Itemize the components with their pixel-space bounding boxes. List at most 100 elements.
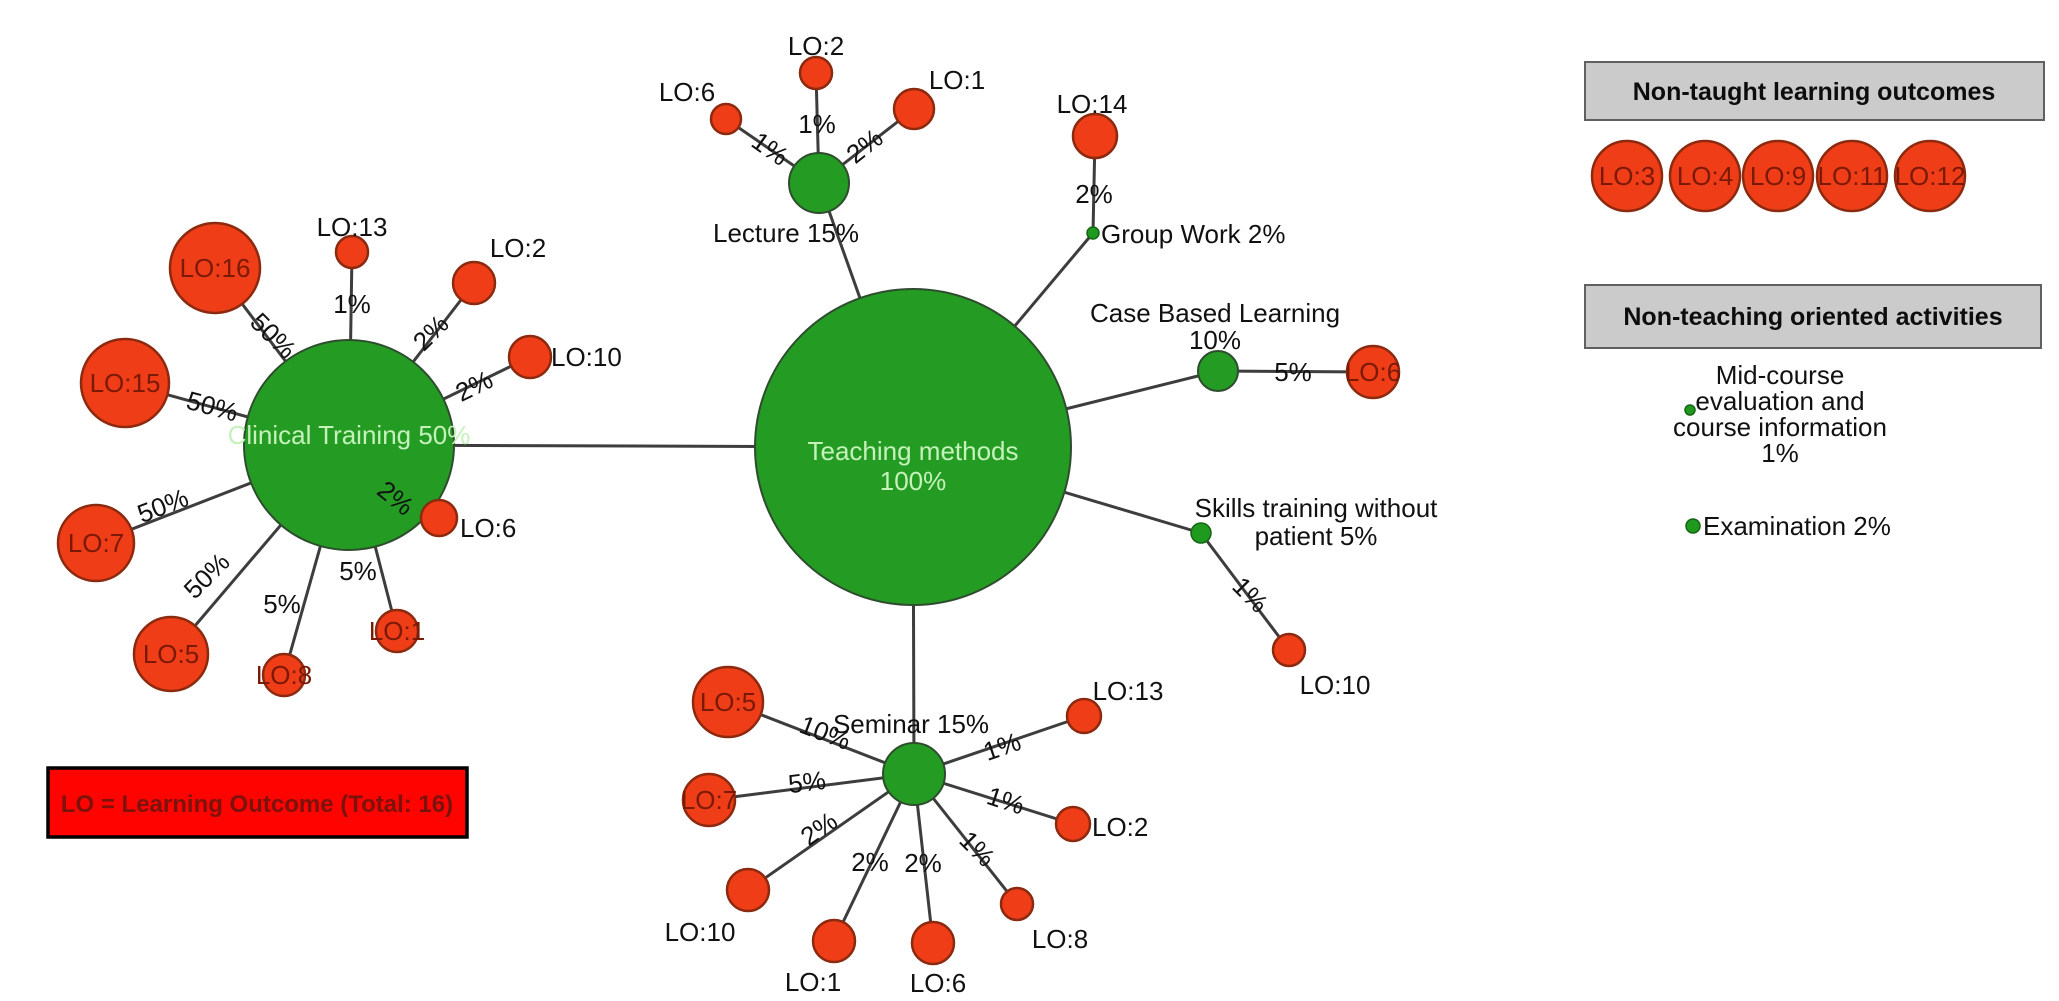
node-midcourse-label: Mid-course — [1716, 360, 1845, 390]
node-se1 — [811, 918, 857, 964]
edge-clinical-c1-label: 5% — [339, 556, 377, 586]
non-teaching-header-box — [1584, 284, 2042, 349]
non-taught-panel: Non-taught learning outcomes — [1584, 61, 2045, 121]
edge-skills-s10 — [1199, 532, 1291, 651]
node-se2 — [1054, 805, 1092, 843]
node-c1-label: LO:1 — [369, 616, 425, 646]
node-se7 — [681, 772, 737, 828]
labels-layer: 50%1%2%2%50%2%50%50% 5%5%1%1% 2%2%5%1%10%5… — [68, 31, 1966, 998]
node-l2-label: LO:2 — [788, 31, 844, 61]
node-c15-label: LO:15 — [90, 368, 161, 398]
node-skills-label: Skills training without — [1195, 493, 1439, 523]
edge-lecture-l6-label: 1% — [746, 126, 794, 172]
node-lo11 — [1815, 139, 1889, 213]
node-l6 — [709, 102, 743, 136]
edge-clinical-c13-label: 1% — [333, 289, 371, 319]
edge-lecture-l2-label: 1% — [798, 109, 836, 139]
node-se13-label: LO:13 — [1093, 676, 1164, 706]
legend-label: LO = Learning Outcome (Total: 16) — [61, 791, 453, 818]
node-lo4-label: LO:4 — [1677, 161, 1733, 191]
node-midcourse-label: 1% — [1761, 438, 1799, 468]
node-teaching-label: 100% — [880, 466, 947, 496]
node-c16 — [168, 221, 262, 315]
node-c8 — [261, 652, 307, 698]
node-c7 — [56, 503, 136, 583]
edge-clinical-c8-label: 5% — [263, 589, 301, 619]
node-l1 — [892, 87, 936, 131]
node-c10-label: LO:10 — [551, 342, 622, 372]
node-c10 — [507, 334, 553, 380]
node-se10-label: LO:10 — [665, 917, 736, 947]
node-midcourse-label: course information — [1673, 412, 1887, 442]
node-lo12-label: LO:12 — [1895, 161, 1966, 191]
edge-clinical-c10-label: 2% — [451, 364, 498, 407]
node-c1 — [374, 608, 420, 654]
edge-clinical-c7-label: 50% — [133, 482, 192, 529]
nodes-layer — [56, 55, 1967, 966]
edge-seminar-se2-label: 1% — [983, 780, 1028, 820]
node-groupwork — [1086, 226, 1100, 240]
node-c2 — [451, 260, 497, 306]
edge-groupwork-g14-label: 2% — [1075, 179, 1113, 209]
node-skills-label: patient 5% — [1255, 521, 1378, 551]
node-s10 — [1271, 632, 1307, 668]
node-lecture-label: Lecture 15% — [713, 218, 859, 248]
legend-box — [46, 766, 469, 839]
legend: LO = Learning Outcome (Total: 16) — [46, 766, 469, 839]
node-se8 — [999, 886, 1035, 922]
node-s10-label: LO:10 — [1300, 670, 1371, 700]
edge-seminar-se10-label: 2% — [795, 806, 843, 852]
node-lecture — [788, 152, 850, 214]
node-cbl — [1197, 350, 1239, 392]
node-se5 — [691, 665, 765, 739]
node-c5 — [132, 615, 210, 693]
non-teaching-panel: Non-teaching oriented activities — [1584, 284, 2042, 349]
node-lo9 — [1741, 139, 1815, 213]
node-c8-label: LO:8 — [256, 660, 312, 690]
edge-seminar-se1-label: 2% — [851, 847, 889, 877]
node-l2 — [798, 55, 834, 91]
edge-seminar-se7 — [708, 772, 915, 802]
node-c7-label: LO:7 — [68, 528, 124, 558]
node-midcourse-label: evaluation and — [1695, 386, 1864, 416]
node-lo12 — [1893, 139, 1967, 213]
node-clinical-label: Clinical Training 50% — [228, 420, 471, 450]
edge-seminar-se10 — [747, 772, 915, 892]
node-lo3-label: LO:3 — [1599, 161, 1655, 191]
node-exam — [1685, 518, 1701, 534]
node-lo4 — [1668, 139, 1742, 213]
node-se7-label: LO:7 — [681, 785, 737, 815]
edge-seminar-se7-label: 5% — [786, 765, 827, 799]
node-se5-label: LO:5 — [700, 687, 756, 717]
node-g14 — [1071, 112, 1119, 160]
node-se13 — [1065, 697, 1103, 735]
node-cb6 — [1345, 344, 1401, 400]
node-c6 — [419, 498, 459, 538]
node-clinical — [243, 339, 455, 551]
node-se8-label: LO:8 — [1032, 924, 1088, 954]
node-l1-label: LO:1 — [929, 65, 985, 95]
edge-seminar-se6-label: 2% — [904, 848, 942, 878]
edge-cbl-cb6-label: 5% — [1274, 357, 1312, 387]
non-taught-header-label: Non-taught learning outcomes — [1633, 78, 1996, 106]
node-c13 — [334, 234, 370, 270]
node-c13-label: LO:13 — [317, 212, 388, 242]
node-c15 — [79, 337, 171, 429]
node-lo3 — [1590, 139, 1664, 213]
node-cbl-label: Case Based Learning — [1090, 298, 1340, 328]
node-seminar-label: Seminar 15% — [833, 709, 989, 739]
node-teaching-label: Teaching methods — [807, 436, 1018, 466]
node-seminar — [882, 742, 946, 806]
node-se1-label: LO:1 — [785, 967, 841, 997]
node-exam-label: Examination 2% — [1703, 511, 1891, 541]
node-g14-label: LO:14 — [1057, 89, 1128, 119]
node-groupwork-label: Group Work 2% — [1101, 219, 1285, 249]
node-cb6-label: LO:6 — [1345, 357, 1401, 387]
non-taught-header-box — [1584, 61, 2045, 121]
node-c16-label: LO:16 — [180, 253, 251, 283]
node-midcourse — [1684, 404, 1696, 416]
node-lo11-label: LO:11 — [1818, 161, 1887, 191]
node-c5-label: LO:5 — [143, 639, 199, 669]
